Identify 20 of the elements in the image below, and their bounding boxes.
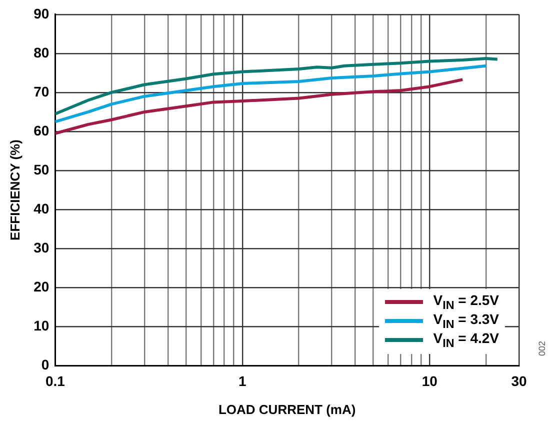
legend-label: V$_{IN}$ = 3.3V [433, 311, 499, 331]
y-tick-label: 90 [34, 5, 50, 22]
y-tick-label: 0 [41, 356, 50, 372]
x-tick-label: 1 [238, 372, 247, 389]
y-tick-label: 30 [34, 239, 50, 256]
y-tick-label: 10 [34, 317, 50, 334]
y-tick-label: 20 [34, 278, 50, 294]
y-tick-label: 60 [34, 122, 50, 138]
x-tick-label: 30 [511, 372, 527, 389]
text: 002 [537, 340, 547, 356]
legend-label: V$_{IN}$ = 4.2V [433, 330, 499, 350]
y-tick-label: 50 [34, 161, 50, 178]
legend-label: V$_{IN}$ = 2.5V [433, 292, 499, 312]
x-tick-label: 10 [422, 372, 438, 389]
y-tick-label: 40 [34, 200, 50, 216]
x-tick-label: 0.1 [45, 372, 66, 389]
y-tick-label: 80 [34, 44, 50, 60]
x-axis-title: LOAD CURRENT (mA) [218, 402, 356, 417]
y-axis-title: EFFICIENCY (%) [7, 140, 22, 240]
y-tick-label: 70 [34, 83, 50, 100]
